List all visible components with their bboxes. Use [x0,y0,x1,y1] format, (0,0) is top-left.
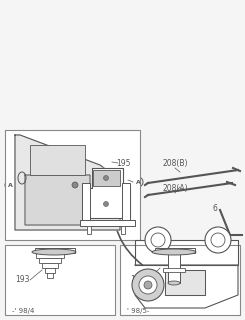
Bar [42,263,58,268]
Bar [5,245,115,315]
Bar [82,183,90,223]
Circle shape [132,269,164,301]
Ellipse shape [32,249,76,255]
Bar [163,268,185,272]
Bar [47,273,53,278]
Bar [93,170,120,186]
Polygon shape [165,270,205,295]
Bar [87,226,91,234]
Circle shape [144,281,152,289]
Circle shape [205,227,231,253]
Text: 193: 193 [15,276,29,284]
Polygon shape [135,240,238,265]
Bar [39,258,61,263]
Circle shape [103,175,109,180]
Circle shape [139,276,157,294]
Text: A: A [8,182,12,188]
Bar [155,248,195,253]
Circle shape [145,227,171,253]
Bar [45,268,55,273]
Polygon shape [135,265,238,308]
Text: ' 98/5-: ' 98/5- [127,308,149,314]
Bar [30,145,85,175]
Bar [35,248,75,253]
Text: -' 98/4: -' 98/4 [12,308,34,314]
Polygon shape [25,175,90,225]
Circle shape [103,202,109,206]
Ellipse shape [168,281,180,285]
Bar [121,226,125,234]
Bar [5,130,140,240]
Text: 302: 302 [58,193,72,202]
Ellipse shape [152,249,196,255]
Polygon shape [15,135,120,230]
Polygon shape [85,168,130,218]
Text: 208(A): 208(A) [162,184,188,193]
Bar [122,183,130,223]
Bar [80,220,135,226]
Bar [36,253,64,258]
Circle shape [72,182,78,188]
Text: A: A [135,180,140,185]
Text: 195: 195 [116,158,130,167]
Bar [168,253,180,283]
Text: 193: 193 [130,276,145,284]
Text: 6: 6 [213,204,218,212]
Bar [120,245,240,315]
Text: 208(B): 208(B) [162,159,188,168]
